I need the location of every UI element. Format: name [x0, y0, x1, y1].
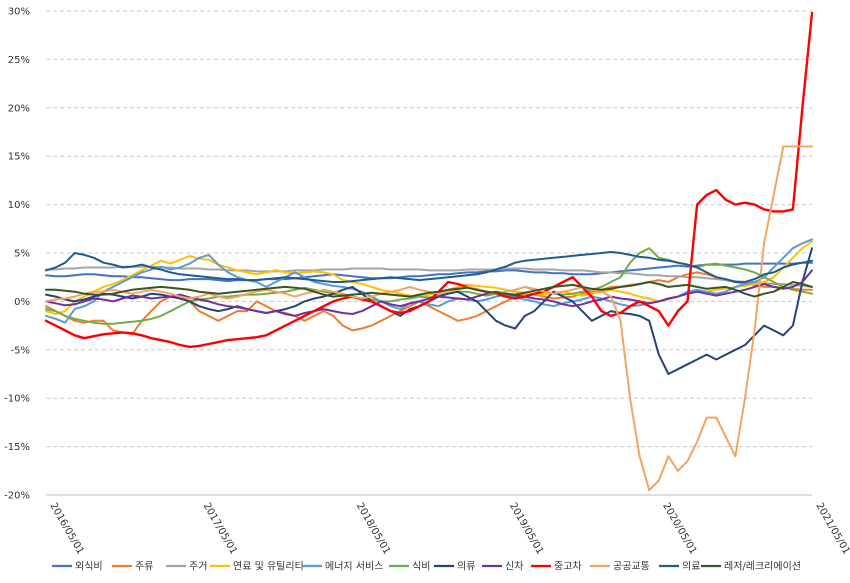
y-tick-label: -20% [4, 491, 30, 502]
series-line [45, 281, 813, 298]
y-tick-label: 5% [14, 249, 30, 260]
series-line [45, 269, 813, 317]
legend-label: 연료 및 유틸리티 [233, 560, 304, 573]
y-tick-label: -5% [11, 345, 30, 356]
legend-label: 레저/레크리에이션 [724, 561, 801, 573]
gridlines [46, 10, 812, 496]
legend-label: 의료 [682, 561, 700, 573]
legend-label: 식비 [412, 561, 430, 573]
y-axis: -20% -15% -10% -5% 0% 5% 10% 15% 20% 25% 30% [4, 7, 30, 502]
y-tick-label: -15% [4, 442, 30, 453]
legend-label: 공공교통 [613, 561, 650, 573]
y-tick-label: 25% [8, 55, 30, 66]
legend-label: 중고차 [554, 561, 582, 573]
legend-label: 에너지 서비스 [325, 561, 383, 573]
legend: 외식비 주류 주거 연료 및 유틸리티 에너지 서비스 식비 의류 신차 중고차 공공교통 의료 레저… [52, 560, 801, 573]
series-line [45, 238, 813, 324]
series-line [45, 261, 813, 283]
legend-label: 의류 [457, 561, 475, 573]
series-line [45, 251, 813, 283]
y-tick-label: -10% [4, 394, 30, 405]
series-line [44, 11, 814, 349]
series-lines [44, 11, 814, 492]
y-tick-label: 15% [8, 152, 30, 163]
legend-label: 주거 [189, 561, 207, 573]
legend-label: 주류 [135, 561, 153, 573]
legend-label: 신차 [505, 561, 523, 573]
legend-label: 외식비 [75, 561, 103, 573]
y-tick-label: 20% [8, 103, 30, 114]
y-tick-label: 10% [8, 200, 30, 211]
y-tick-label: 30% [8, 7, 30, 18]
y-tick-label: 0% [14, 297, 30, 308]
